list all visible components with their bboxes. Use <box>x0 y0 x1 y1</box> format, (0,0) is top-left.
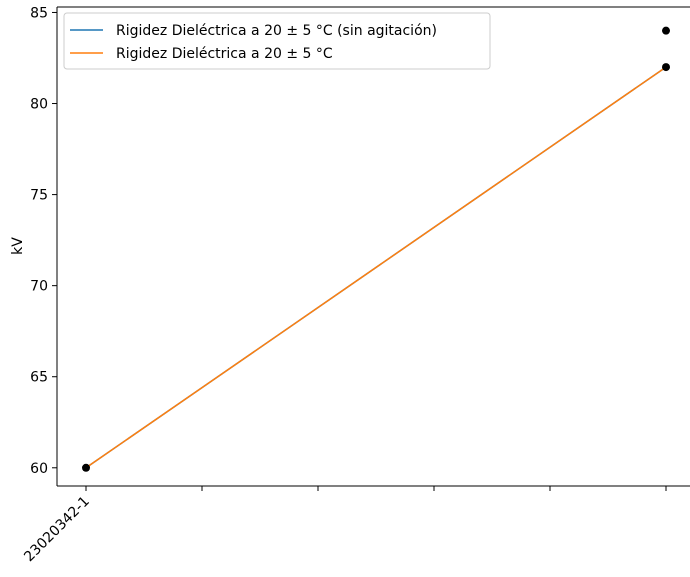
x-tick-label: 23020342-1 <box>21 494 93 566</box>
x-axis-ticks: 23020342-1 <box>21 486 667 566</box>
legend: Rigidez Dieléctrica a 20 ± 5 °C (sin agi… <box>63 12 491 70</box>
data-point <box>662 63 670 72</box>
series-line-2 <box>85 66 667 469</box>
data-point <box>662 26 670 35</box>
legend-label: Rigidez Dieléctrica a 20 ± 5 °C <box>116 46 333 62</box>
y-tick-label: 75 <box>30 188 48 204</box>
y-tick-label: 80 <box>30 97 48 113</box>
y-axis-label: kV <box>10 237 26 255</box>
y-tick-label: 85 <box>30 5 48 21</box>
data-point <box>82 463 90 472</box>
points-layer <box>82 26 670 472</box>
y-axis-ticks: 60 65 70 75 80 85 <box>30 5 57 477</box>
legend-box <box>63 12 491 70</box>
plot-frame <box>56 6 690 487</box>
y-tick-label: 60 <box>30 461 48 477</box>
y-tick-label: 65 <box>30 370 48 386</box>
legend-label: Rigidez Dieléctrica a 20 ± 5 °C (sin agi… <box>116 23 437 39</box>
y-tick-label: 70 <box>30 279 48 295</box>
series-layer <box>85 66 667 469</box>
